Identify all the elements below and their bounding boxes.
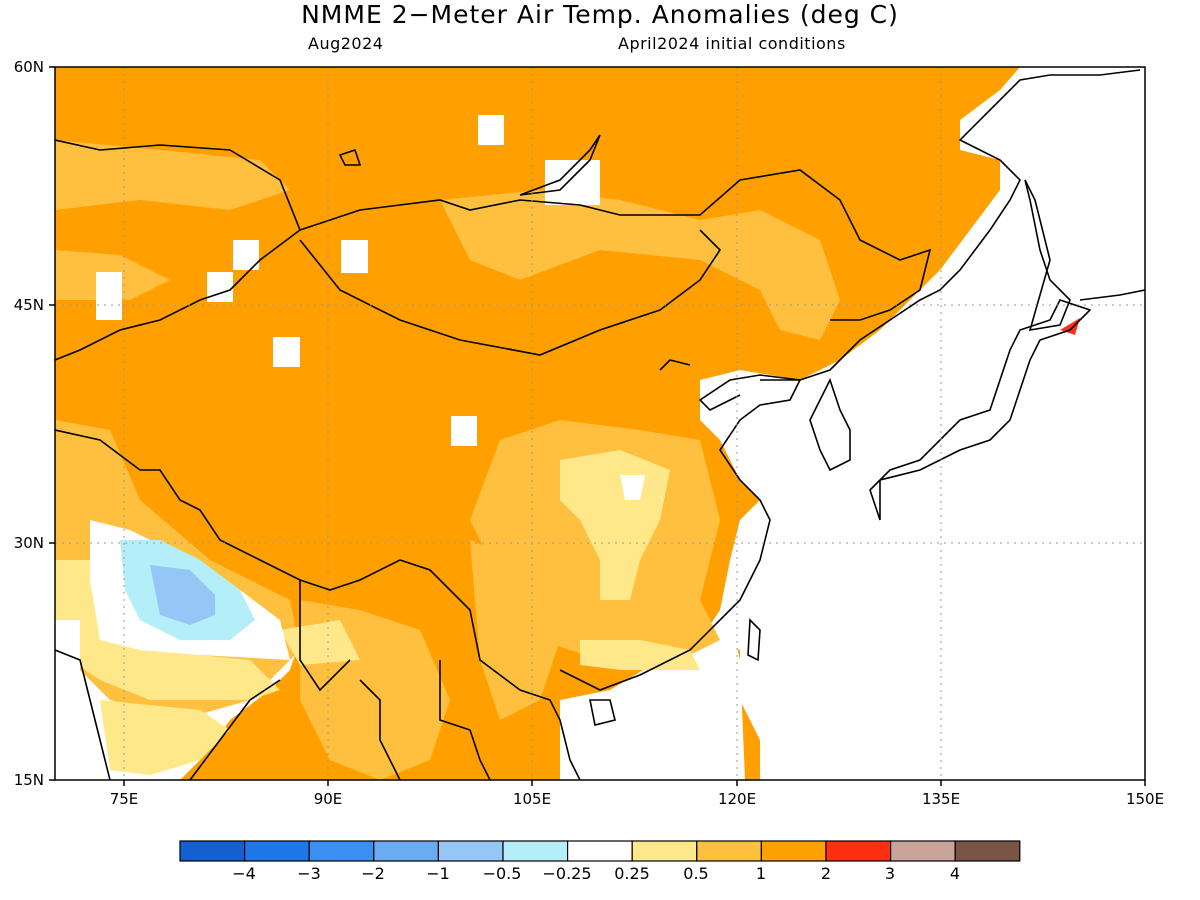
lat-label-15n: 15N [13,771,44,789]
colorbar-swatch [631,840,698,862]
initial-conditions: April2024 initial conditions [618,34,846,53]
colorbar-label: −0.5 [482,864,522,883]
lat-label-60n: 60N [13,58,44,76]
colorbar-label: −3 [297,864,321,883]
colorbar-swatch [373,840,439,862]
colorbar-swatch [566,840,633,862]
colorbar-label: −2 [361,864,385,883]
tick-marks [49,66,1146,786]
lat-label-45n: 45N [13,296,44,314]
colorbar-swatch [889,840,956,862]
colorbar-swatch [244,840,310,862]
colorbar-label: −0.25 [542,864,592,883]
map-frame [54,66,1146,781]
colorbar-swatch [179,840,246,862]
target-month: Aug2024 [308,34,384,53]
anomaly-field [55,67,1145,780]
lon-label-90e: 90E [313,790,343,808]
lon-label-135e: 135E [921,790,961,808]
colorbar-label: −1 [426,864,450,883]
colorbar-label: 0.5 [683,864,709,883]
lon-label-75e: 75E [109,790,139,808]
colorbar-swatch [437,840,504,862]
colorbar-label: 3 [884,864,896,883]
map-title: NMME 2−Meter Air Temp. Anomalies (deg C) [301,0,899,29]
lat-label-30n: 30N [13,534,44,552]
colorbar [179,840,1021,862]
colorbar-label: 0.25 [614,864,650,883]
colorbar-swatch [696,840,762,862]
lon-label-105e: 105E [512,790,552,808]
colorbar-swatch [502,840,569,862]
colorbar-swatch [954,840,1021,862]
colorbar-label: 1 [755,864,767,883]
colorbar-label: 4 [949,864,961,883]
lon-label-150e: 150E [1125,790,1165,808]
colorbar-label: 2 [820,864,832,883]
colorbar-swatch [308,840,375,862]
colorbar-swatch [825,840,892,862]
colorbar-swatch [760,840,827,862]
lon-label-120e: 120E [717,790,757,808]
colorbar-label: −4 [232,864,256,883]
